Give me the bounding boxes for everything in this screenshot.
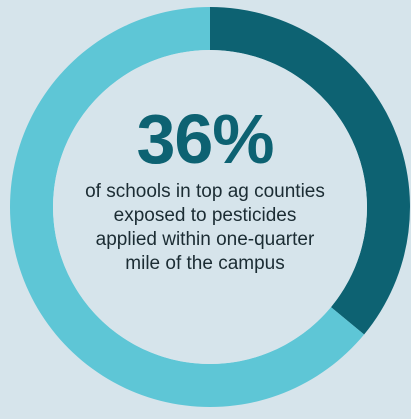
donut-hole [53, 50, 367, 364]
donut-slice-not-exposed [9, 7, 365, 408]
donut-slices [9, 7, 410, 408]
caption-text: of schools in top ag counties exposed to… [85, 181, 325, 274]
donut-slice-exposed [210, 7, 410, 335]
headline-percentage: 36% [136, 100, 274, 178]
center-label: 36% of schools in top ag counties expose… [50, 100, 360, 276]
